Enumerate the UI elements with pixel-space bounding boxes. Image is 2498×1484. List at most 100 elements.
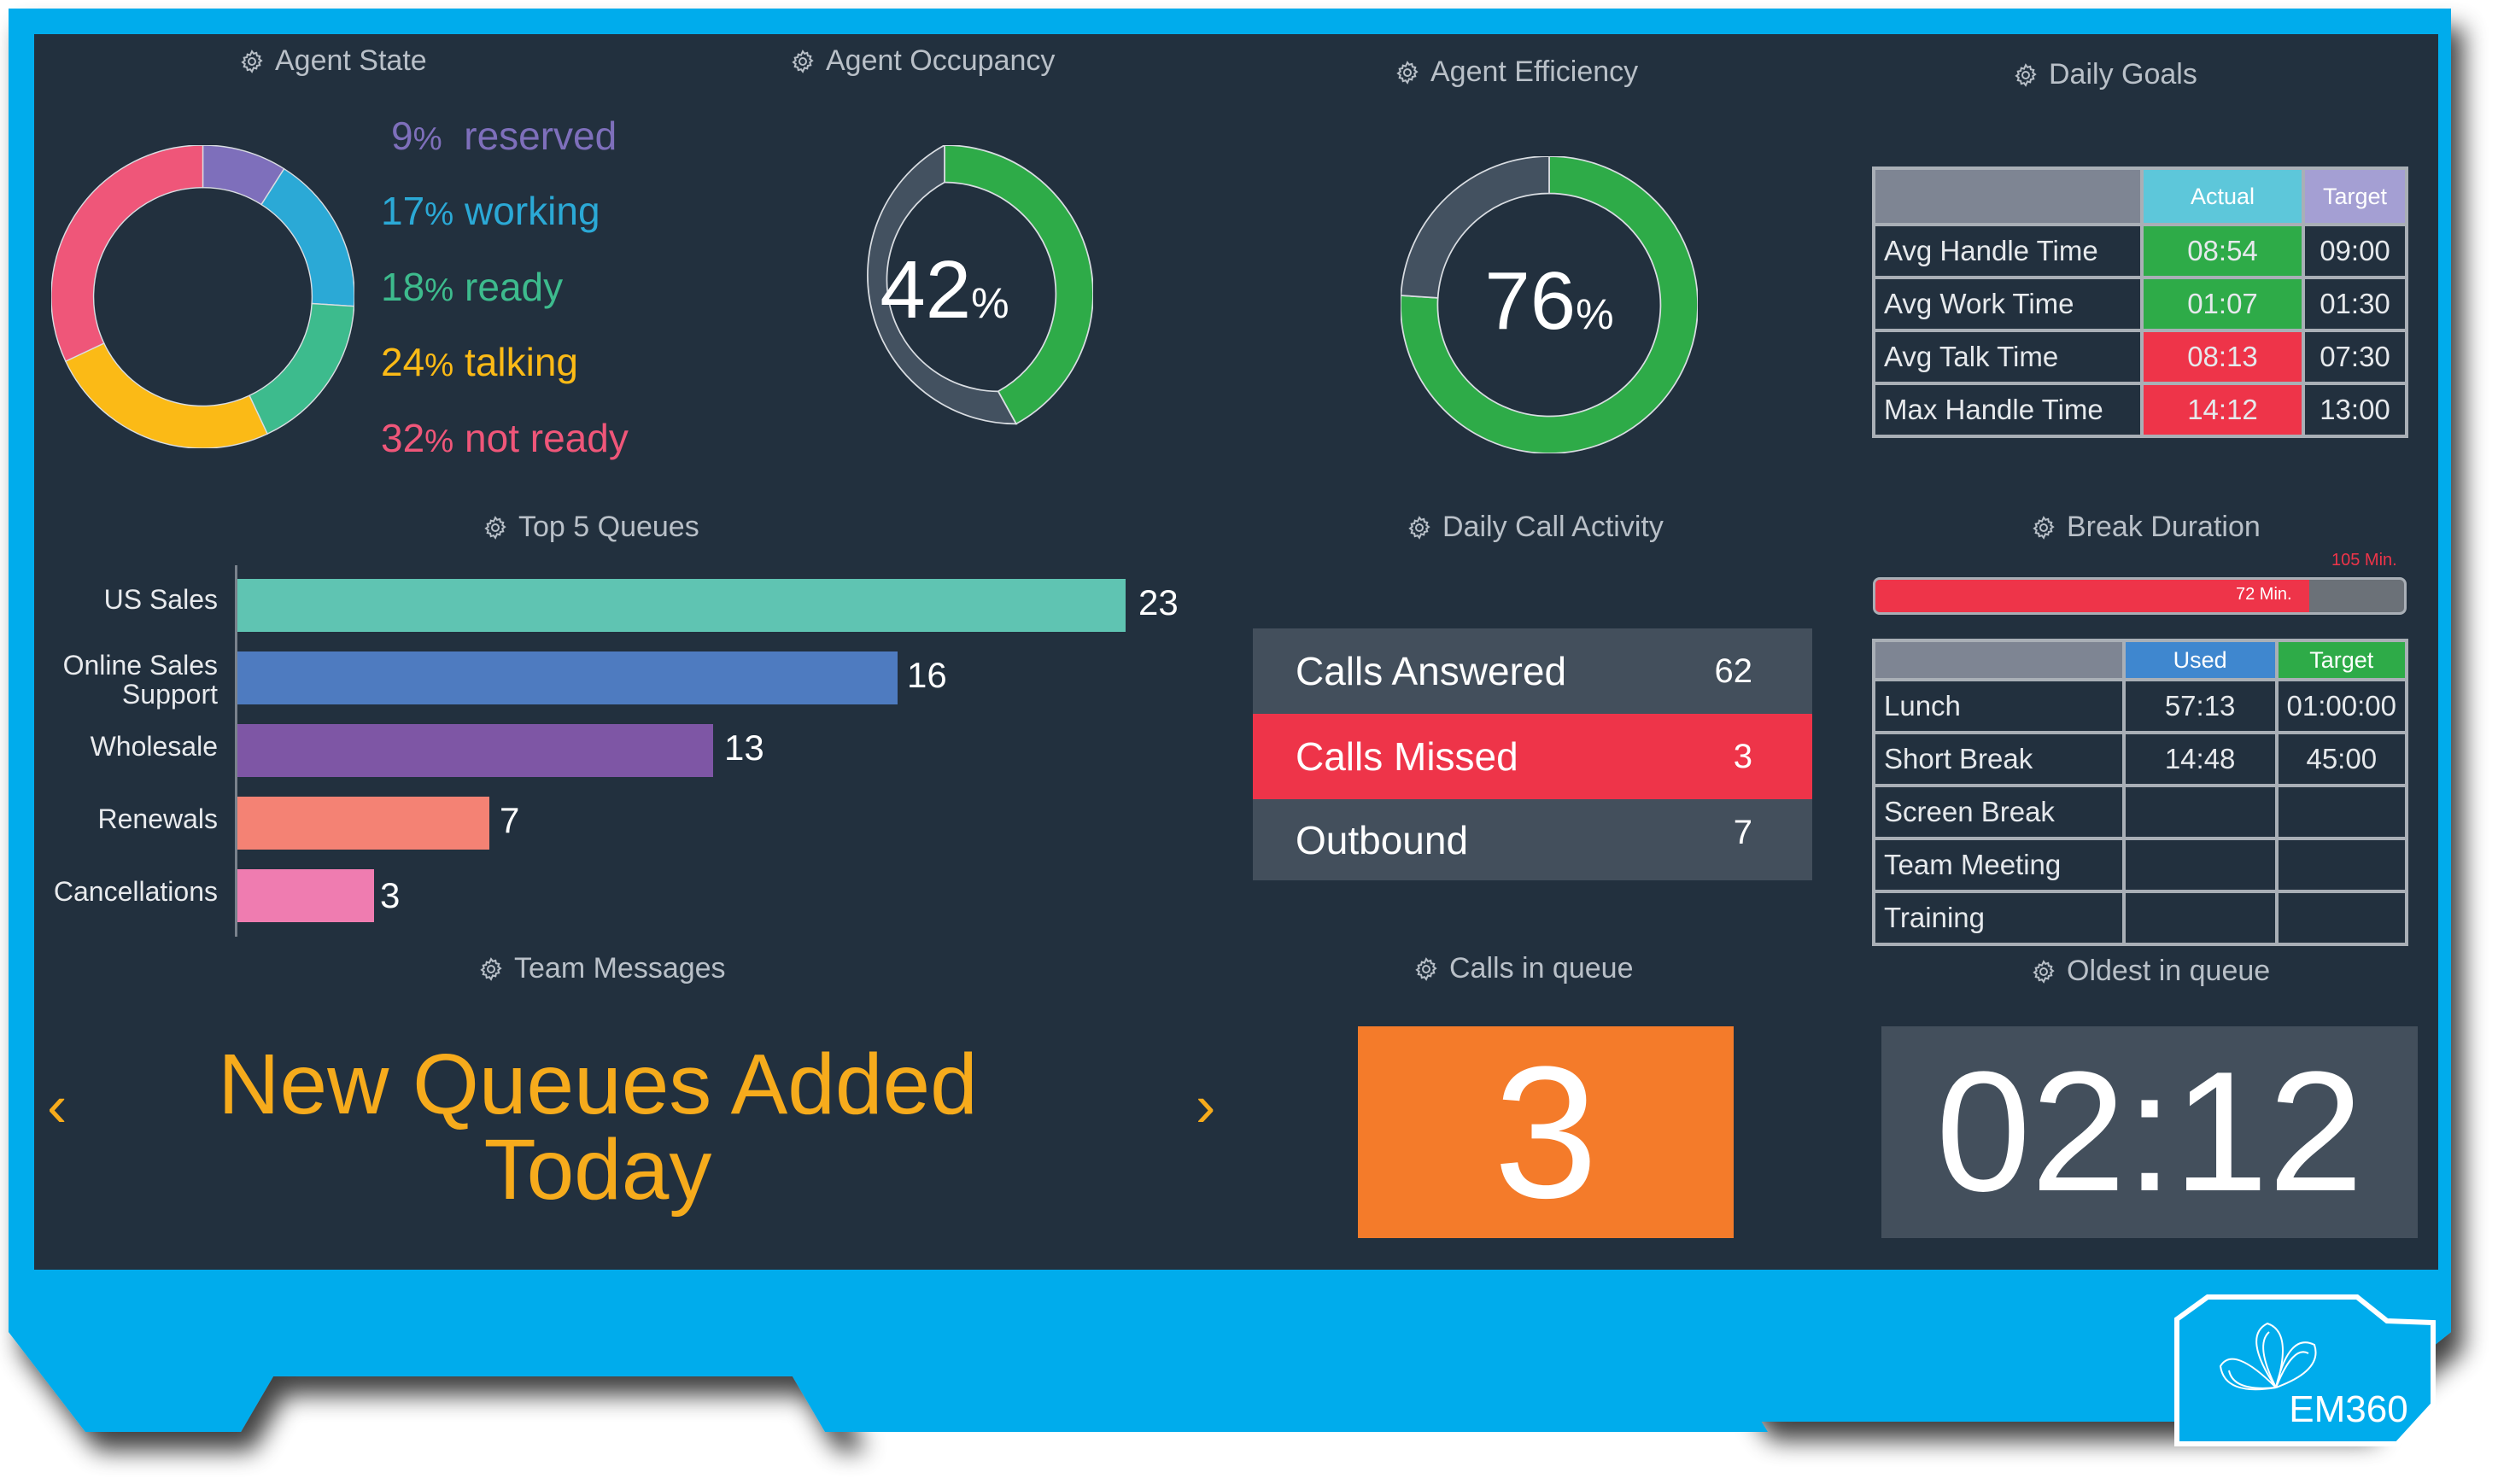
bar-value: 23 [1138, 582, 1179, 622]
bar-label: Online Sales Support [62, 650, 218, 710]
break-duration-title: Break Duration [2031, 511, 2261, 544]
daily-call-activity-title: Daily Call Activity [1407, 511, 1664, 544]
activity-row-missed: Calls Missed 3 [1253, 714, 1812, 799]
gear-icon[interactable] [790, 49, 816, 74]
gear-icon[interactable] [2031, 515, 2056, 540]
agent-efficiency-donut [1401, 156, 1698, 453]
legend-not-ready: 32% not ready [381, 416, 629, 460]
bar-label: Cancellations [53, 876, 218, 907]
bar-value: 3 [380, 875, 401, 915]
header-blank [1872, 167, 2144, 226]
target-value: 01:30 [2302, 276, 2408, 332]
target-value [2274, 837, 2409, 893]
logo-badge [2174, 1294, 2436, 1446]
actual-value: 14:12 [2140, 382, 2305, 438]
header-target: Target [2274, 639, 2409, 681]
table-row: Lunch 57:13 01:00:00 [1872, 678, 2409, 734]
bar-label: US Sales [103, 584, 218, 615]
row-label: Max Handle Time [1872, 382, 2144, 438]
table-row: Screen Break [1872, 784, 2409, 840]
legend-ready: 18% ready [381, 265, 564, 309]
used-value [2121, 837, 2279, 893]
calls-in-queue-title: Calls in queue [1413, 952, 1633, 985]
gear-icon[interactable] [2013, 62, 2039, 88]
row-label: Team Meeting [1872, 837, 2126, 893]
gear-icon[interactable] [478, 956, 504, 982]
oldest-in-queue-value: 02:12 [1881, 1026, 2418, 1238]
table-row: Short Break 14:48 45:00 [1872, 731, 2409, 787]
daily-goals-title: Daily Goals [2013, 58, 2197, 91]
team-message-text: New Queues Added Today [218, 1037, 978, 1218]
bar-value: 16 [907, 655, 947, 695]
table-row: Avg Work Time 01:07 01:30 [1872, 276, 2408, 332]
efficiency-value: 76% [1484, 255, 1614, 347]
table-row: Team Meeting [1872, 837, 2409, 893]
used-value [2121, 890, 2279, 946]
used-value [2121, 784, 2279, 840]
target-value [2274, 784, 2409, 840]
daily-goals-table: Actual Target Avg Handle Time 08:54 09:0… [1872, 167, 2408, 438]
row-label: Screen Break [1872, 784, 2126, 840]
chevron-right-icon[interactable]: › [1196, 1072, 1216, 1139]
team-messages-title: Team Messages [478, 952, 726, 985]
header-actual: Actual [2140, 167, 2305, 226]
agent-state-donut [51, 145, 354, 448]
actual-value: 08:13 [2140, 329, 2305, 385]
break-used-label: 72 Min. [2235, 585, 2292, 604]
target-value: 07:30 [2302, 329, 2408, 385]
row-label: Avg Work Time [1872, 276, 2144, 332]
agent-occupancy-donut [867, 145, 1093, 425]
top-queues-title: Top 5 Queues [483, 511, 699, 544]
logo-text: EM360 [2289, 1388, 2407, 1430]
used-value: 14:48 [2121, 731, 2279, 787]
bar-renewals[interactable] [237, 797, 489, 850]
bar-label: Wholesale [90, 731, 218, 762]
agent-efficiency-title: Agent Efficiency [1395, 56, 1638, 89]
oldest-in-queue-title: Oldest in queue [2031, 955, 2270, 988]
agent-state-title: Agent State [239, 44, 427, 78]
chevron-left-icon[interactable]: ‹ [47, 1072, 67, 1139]
row-label: Short Break [1872, 731, 2126, 787]
em360-logo: EM360 [2174, 1294, 2436, 1446]
activity-row-answered: Calls Answered 62 [1253, 628, 1812, 714]
header-blank [1872, 639, 2126, 681]
row-label: Training [1872, 890, 2126, 946]
actual-value: 01:07 [2140, 276, 2305, 332]
gear-icon[interactable] [1413, 956, 1439, 982]
bar-value: 7 [500, 800, 520, 840]
break-duration-table: Used Target Lunch 57:13 01:00:00 Short B… [1872, 639, 2409, 946]
bar-label: Renewals [97, 803, 218, 834]
row-label: Avg Handle Time [1872, 223, 2144, 279]
bar-online-sales-support[interactable] [237, 651, 898, 704]
break-progress-bar: 72 Min. [1873, 577, 2407, 615]
bar-us-sales[interactable] [237, 579, 1126, 632]
target-value: 01:00:00 [2274, 678, 2409, 734]
gear-icon[interactable] [2031, 959, 2056, 984]
occupancy-value: 42% [880, 244, 1009, 336]
table-row: Avg Talk Time 08:13 07:30 [1872, 329, 2408, 385]
agent-occupancy-title: Agent Occupancy [790, 44, 1055, 78]
target-value: 13:00 [2302, 382, 2408, 438]
table-row: Training [1872, 890, 2409, 946]
target-value: 09:00 [2302, 223, 2408, 279]
row-label: Avg Talk Time [1872, 329, 2144, 385]
gear-icon[interactable] [1407, 515, 1432, 540]
table-row: Max Handle Time 14:12 13:00 [1872, 382, 2408, 438]
row-label: Lunch [1872, 678, 2126, 734]
break-progress-fill: 72 Min. [1875, 580, 2309, 612]
legend-working: 17% working [381, 189, 600, 233]
target-value [2274, 890, 2409, 946]
legend-reserved: 9% reserved [391, 114, 617, 158]
activity-row-outbound: Outbound 7 [1253, 799, 1812, 880]
gear-icon[interactable] [483, 515, 508, 540]
gear-icon[interactable] [239, 49, 265, 74]
bar-wholesale[interactable] [237, 724, 713, 777]
target-value: 45:00 [2274, 731, 2409, 787]
break-max-label: 105 Min. [2331, 551, 2397, 570]
actual-value: 08:54 [2140, 223, 2305, 279]
bar-cancellations[interactable] [237, 869, 374, 922]
gear-icon[interactable] [1395, 60, 1420, 85]
table-row: Avg Handle Time 08:54 09:00 [1872, 223, 2408, 279]
legend-talking: 24% talking [381, 340, 579, 384]
bar-value: 13 [724, 727, 764, 768]
